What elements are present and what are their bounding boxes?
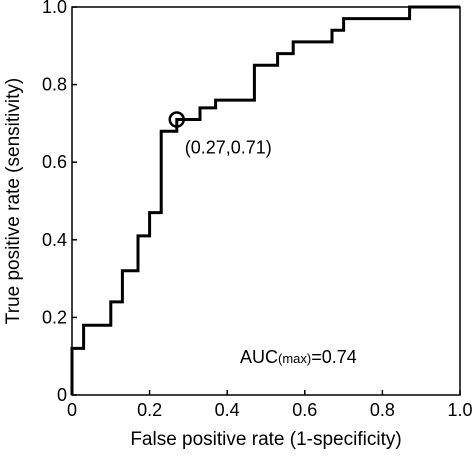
- y-axis: 0 0.2 0.4 0.6 0.8 1.0: [42, 0, 77, 405]
- y-tick-label: 0.2: [42, 307, 67, 327]
- y-tick-label: 0.4: [42, 230, 67, 250]
- optimal-point-marker: [168, 111, 186, 128]
- plot-frame: [71, 6, 461, 396]
- x-tick-label: 0.6: [292, 400, 317, 420]
- x-tick-label: 1.0: [447, 400, 472, 420]
- x-tick-label: 0: [67, 400, 77, 420]
- y-tick-label: 0.8: [42, 75, 67, 95]
- auc-subscript: (max): [278, 351, 311, 366]
- x-axis-title: False positive rate (1-specificity): [130, 429, 401, 450]
- x-tick-label: 0.8: [370, 400, 395, 420]
- x-axis: 0 0.2 0.4 0.6 0.8 1.0: [67, 390, 473, 420]
- auc-main: AUC: [240, 347, 278, 367]
- auc-annotation: AUC(max)=0.74: [240, 347, 357, 367]
- auc-value: =0.74: [311, 347, 357, 367]
- y-tick-label: 1.0: [42, 0, 67, 17]
- y-axis-title: True positive rate (sensitivity): [3, 78, 24, 324]
- y-tick-label: 0.6: [42, 152, 67, 172]
- roc-curve: [70, 5, 460, 395]
- x-tick-label: 0.2: [137, 400, 162, 420]
- optimal-point-label: (0.27,0.71): [185, 138, 272, 158]
- x-tick-label: 0.4: [215, 400, 240, 420]
- y-tick-label: 0: [57, 385, 67, 405]
